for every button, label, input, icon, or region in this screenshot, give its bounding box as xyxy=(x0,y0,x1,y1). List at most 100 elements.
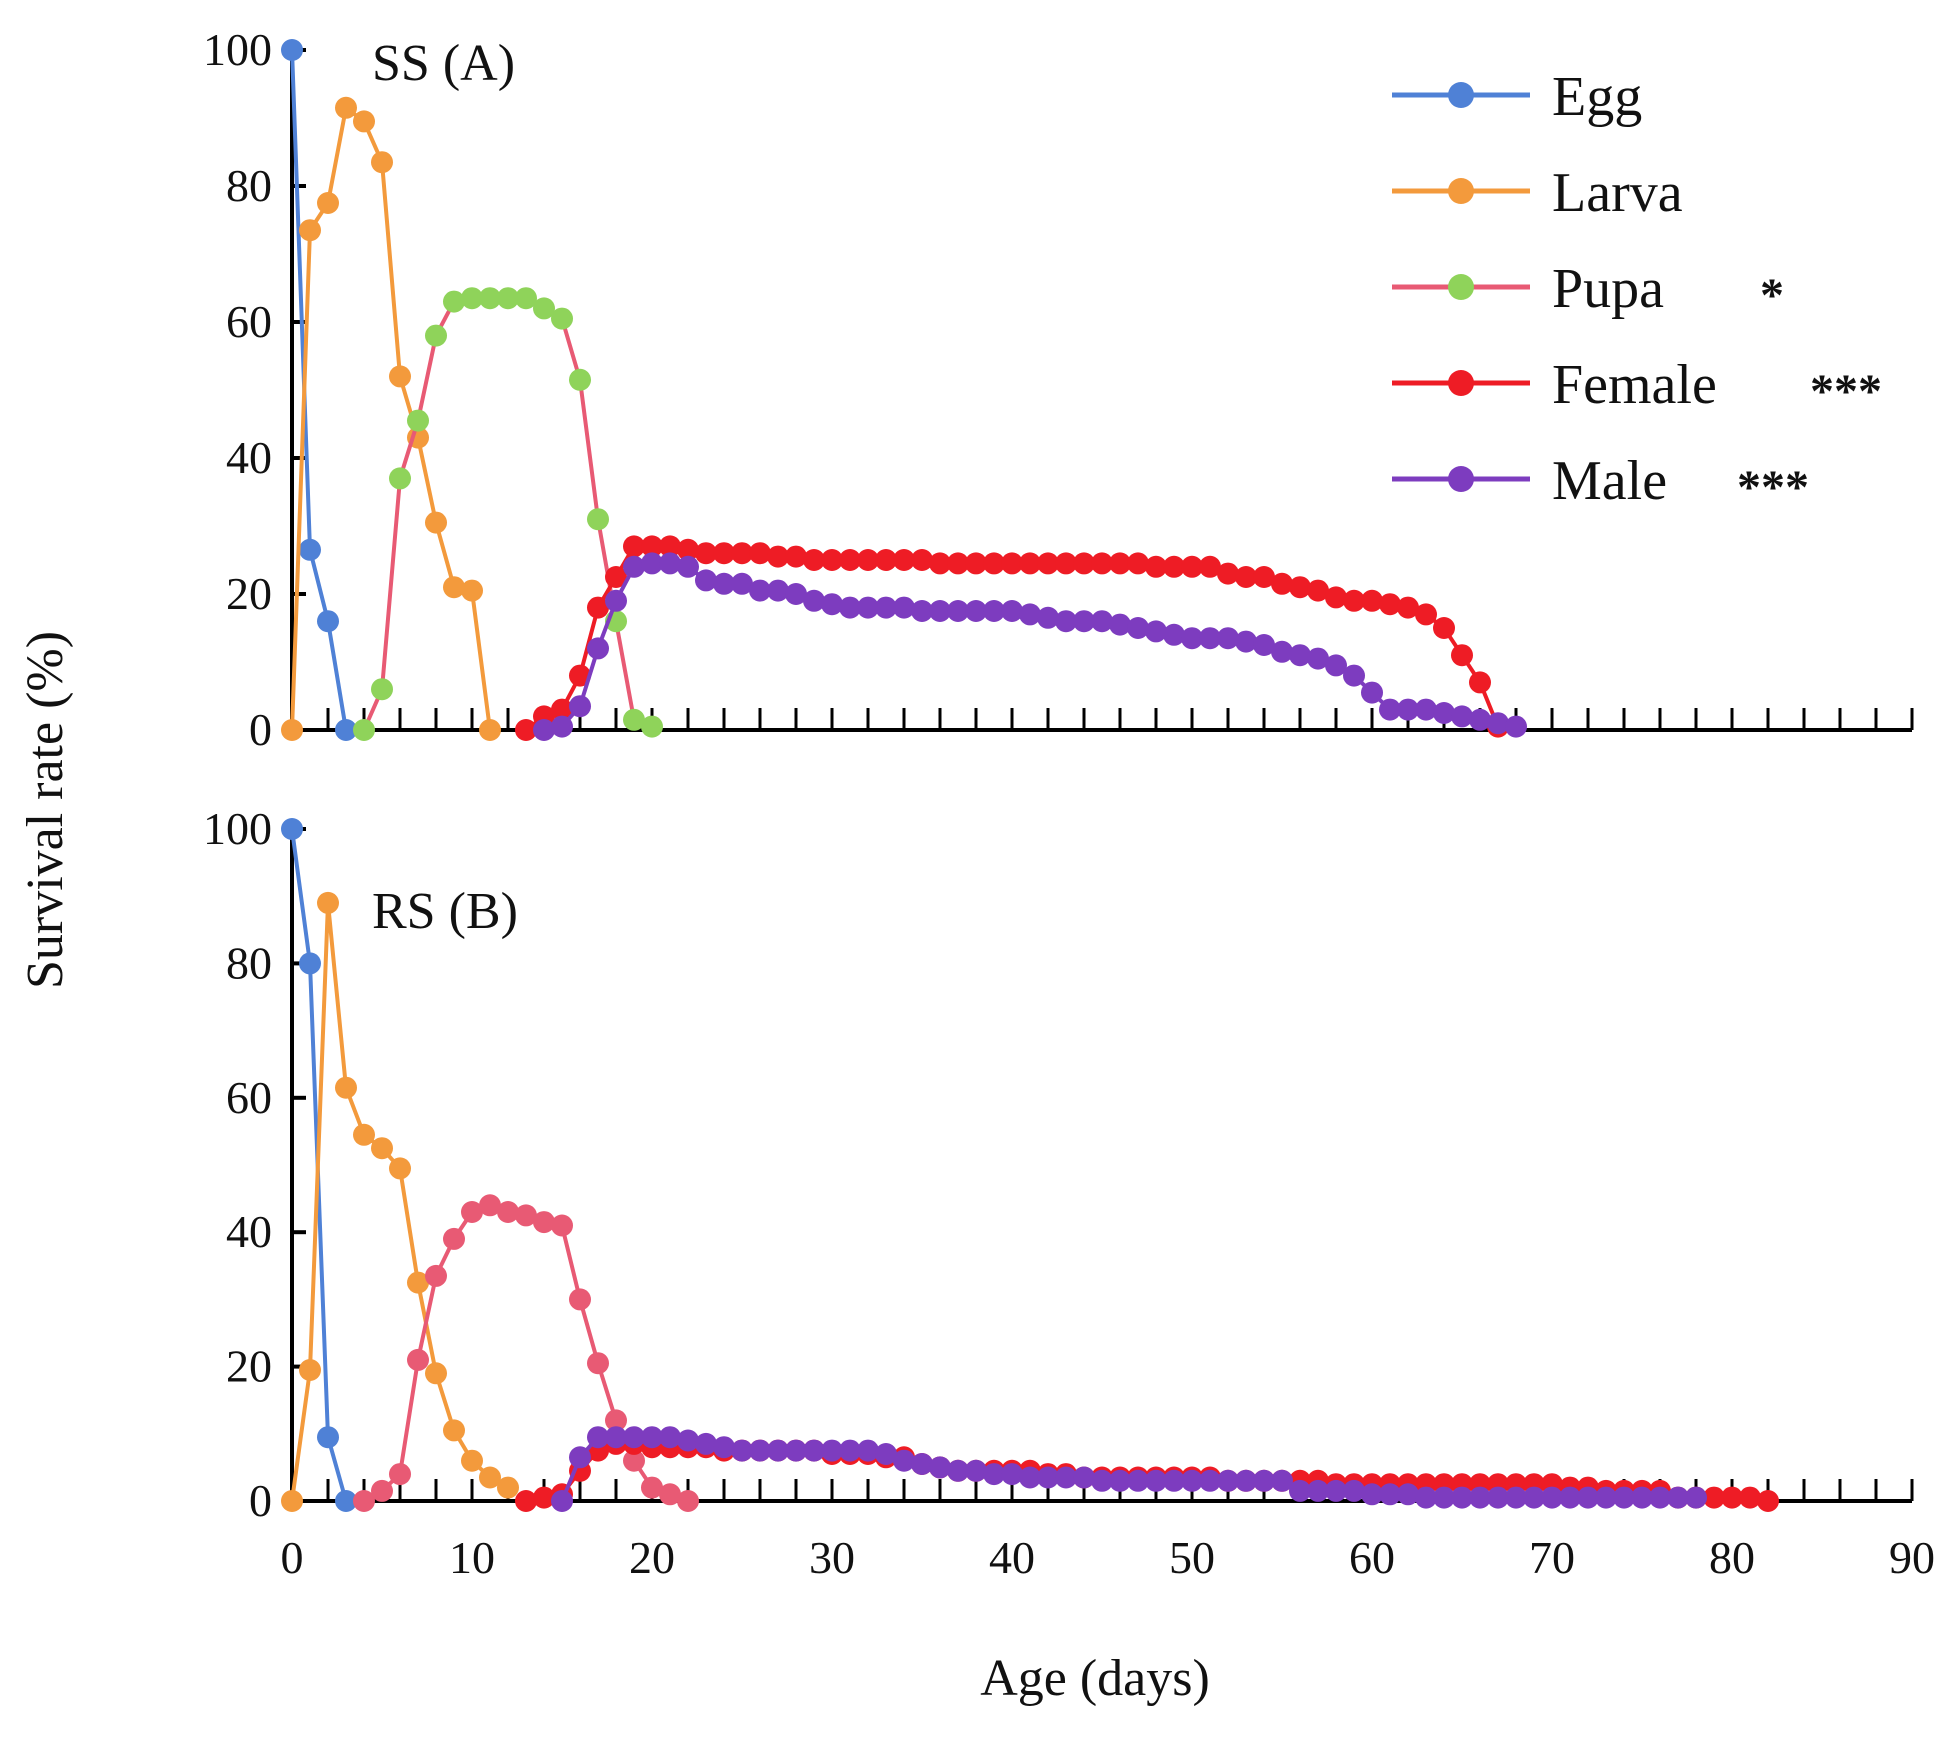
y-tick-label: 20 xyxy=(226,1341,272,1392)
data-point-female xyxy=(965,552,987,575)
legend-item-female: Female *** xyxy=(1392,354,1882,418)
data-point-female xyxy=(767,545,789,568)
y-tick-label: 40 xyxy=(226,1206,272,1257)
data-point-female xyxy=(1757,1490,1779,1512)
data-point-male xyxy=(1487,1486,1509,1509)
data-point-male xyxy=(1469,708,1491,731)
data-point-male xyxy=(1307,647,1329,670)
data-point-male xyxy=(1037,606,1059,629)
data-point-male xyxy=(1451,1486,1473,1509)
y-tick-label: 60 xyxy=(226,296,272,347)
data-point-male xyxy=(1217,627,1239,650)
data-point-male xyxy=(1127,1469,1149,1492)
data-point-male xyxy=(857,596,879,619)
legend-marker xyxy=(1448,370,1474,396)
data-point-male xyxy=(641,552,663,575)
legend-item-male: Male *** xyxy=(1392,450,1809,514)
data-point-female xyxy=(1739,1486,1761,1509)
legend-marker xyxy=(1448,274,1474,300)
data-point-male xyxy=(1019,1466,1041,1489)
data-point-male xyxy=(767,579,789,602)
data-point-egg xyxy=(281,39,303,61)
series-female xyxy=(515,535,1509,741)
data-point-male xyxy=(551,1490,573,1512)
data-point-female xyxy=(857,549,879,571)
data-point-female xyxy=(1451,644,1473,667)
x-tick-label: 50 xyxy=(1169,1532,1215,1583)
data-point-female xyxy=(803,549,825,571)
data-point-male xyxy=(893,596,915,619)
data-point-male xyxy=(929,600,951,622)
data-point-pupa xyxy=(641,1476,663,1499)
data-point-pupa xyxy=(569,368,591,391)
data-point-male xyxy=(785,583,807,605)
series-pupa xyxy=(353,1194,699,1512)
data-point-female xyxy=(713,542,735,565)
legend: Egg Larva Pupa * Female *** Male *** xyxy=(1392,66,1882,514)
legend-significance: *** xyxy=(1737,461,1809,514)
data-point-male xyxy=(569,1446,591,1469)
legend-label: Egg xyxy=(1552,66,1642,128)
data-point-male xyxy=(983,1463,1005,1486)
data-point-male xyxy=(749,1439,771,1462)
data-point-pupa xyxy=(407,1348,429,1371)
data-point-female xyxy=(1415,603,1437,626)
data-point-pupa xyxy=(533,1211,555,1234)
x-tick-label: 40 xyxy=(989,1532,1035,1583)
data-point-female xyxy=(1325,586,1347,609)
data-point-male xyxy=(839,1439,861,1462)
data-point-male xyxy=(1289,1479,1311,1502)
data-point-larva xyxy=(389,1157,411,1180)
data-point-female xyxy=(1253,566,1275,588)
data-point-pupa xyxy=(515,1204,537,1227)
data-point-female xyxy=(623,535,645,558)
series-egg xyxy=(281,39,357,741)
data-point-male xyxy=(947,1459,969,1482)
data-point-male xyxy=(1073,610,1095,633)
data-point-male xyxy=(587,1426,609,1449)
legend-item-pupa: Pupa * xyxy=(1392,258,1784,322)
data-point-female xyxy=(1379,593,1401,616)
data-point-female xyxy=(641,535,663,558)
data-point-larva xyxy=(407,1271,429,1294)
data-point-pupa xyxy=(389,467,411,490)
data-point-male xyxy=(1109,1469,1131,1492)
data-point-egg xyxy=(335,719,357,741)
legend-marker xyxy=(1448,466,1474,492)
data-point-male xyxy=(1685,1486,1707,1509)
series-line-pupa xyxy=(362,296,653,731)
data-point-larva xyxy=(371,1137,393,1160)
data-point-male xyxy=(569,695,591,718)
data-point-male xyxy=(1217,1469,1239,1492)
data-point-egg xyxy=(281,818,303,840)
data-point-larva xyxy=(425,1362,447,1385)
data-point-male xyxy=(1577,1486,1599,1509)
data-point-male xyxy=(1523,1486,1545,1509)
series-line-male xyxy=(543,561,1517,732)
data-point-male xyxy=(1001,1463,1023,1486)
data-point-pupa xyxy=(587,1352,609,1375)
data-point-larva xyxy=(443,576,465,599)
data-point-pupa xyxy=(479,287,501,310)
data-point-female xyxy=(1307,579,1329,602)
data-point-larva xyxy=(479,719,501,741)
data-point-male xyxy=(1037,1466,1059,1489)
data-point-male xyxy=(929,1456,951,1479)
data-point-larva xyxy=(479,1466,501,1489)
data-point-egg xyxy=(299,538,321,561)
data-point-egg xyxy=(317,1426,339,1449)
data-point-larva xyxy=(281,1490,303,1512)
data-point-male xyxy=(1091,1469,1113,1492)
data-point-male xyxy=(1343,1479,1365,1502)
data-point-pupa xyxy=(569,1288,591,1311)
data-point-male xyxy=(695,1432,717,1455)
data-point-female xyxy=(659,535,681,558)
data-point-larva xyxy=(317,891,339,914)
data-point-male xyxy=(1379,1483,1401,1506)
data-point-pupa xyxy=(461,287,483,310)
y-tick-label: 20 xyxy=(226,568,272,619)
data-point-pupa xyxy=(443,290,465,313)
data-point-male xyxy=(1397,1483,1419,1506)
legend-marker xyxy=(1448,178,1474,204)
data-point-male xyxy=(857,1439,879,1462)
